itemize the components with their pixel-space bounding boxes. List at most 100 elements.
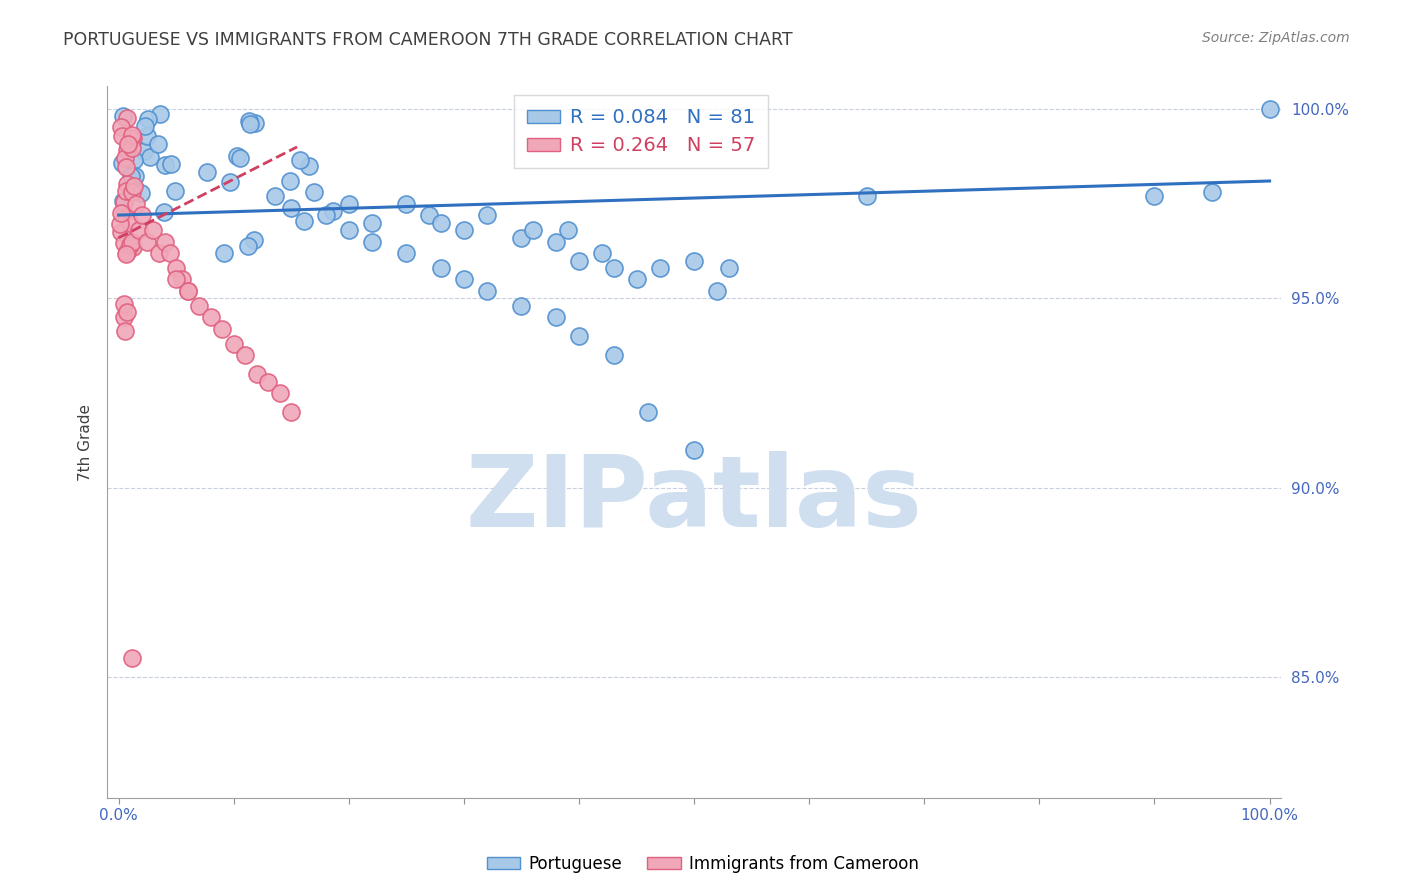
Point xyxy=(131,208,153,222)
Point xyxy=(121,128,143,142)
Point xyxy=(418,208,440,222)
Point xyxy=(683,442,706,457)
Point xyxy=(544,310,567,325)
Point xyxy=(568,329,591,343)
Point xyxy=(544,235,567,249)
Point xyxy=(648,261,671,276)
Point xyxy=(212,245,235,260)
Point xyxy=(121,235,143,249)
Point xyxy=(395,196,418,211)
Point xyxy=(115,178,138,192)
Point xyxy=(717,261,740,276)
Point xyxy=(112,235,135,250)
Point xyxy=(602,348,624,362)
Point xyxy=(149,107,172,121)
Point xyxy=(292,214,315,228)
Point xyxy=(315,208,337,222)
Point xyxy=(211,321,233,335)
Point xyxy=(238,114,260,128)
Point xyxy=(111,194,134,208)
Point xyxy=(602,261,624,276)
Point xyxy=(233,348,256,362)
Point xyxy=(111,156,134,170)
Point xyxy=(112,194,135,209)
Point xyxy=(121,186,143,200)
Point xyxy=(170,272,193,286)
Point xyxy=(264,189,287,203)
Point xyxy=(120,169,142,184)
Point xyxy=(117,305,139,319)
Point xyxy=(148,246,170,260)
Point xyxy=(110,128,132,143)
Point xyxy=(360,216,382,230)
Point xyxy=(246,367,269,381)
Point xyxy=(165,261,187,276)
Legend: Portuguese, Immigrants from Cameroon: Portuguese, Immigrants from Cameroon xyxy=(481,848,925,880)
Point xyxy=(188,299,211,313)
Point xyxy=(146,137,169,152)
Point xyxy=(115,244,138,259)
Point xyxy=(304,186,326,200)
Point xyxy=(152,205,174,219)
Point xyxy=(322,203,344,218)
Point xyxy=(683,253,706,268)
Point xyxy=(337,196,360,211)
Point xyxy=(108,217,131,231)
Point xyxy=(200,310,222,325)
Point xyxy=(177,284,200,298)
Point xyxy=(510,231,533,245)
Point xyxy=(125,196,148,211)
Point xyxy=(453,223,475,237)
Point xyxy=(855,189,877,203)
Point xyxy=(138,150,160,164)
Point xyxy=(114,185,136,199)
Point xyxy=(153,235,176,249)
Y-axis label: 7th Grade: 7th Grade xyxy=(79,404,93,481)
Point xyxy=(430,216,453,230)
Point xyxy=(557,223,579,237)
Point xyxy=(122,153,145,167)
Point xyxy=(337,223,360,237)
Point xyxy=(475,284,498,298)
Point xyxy=(280,201,302,215)
Point xyxy=(132,145,155,159)
Point xyxy=(219,175,242,189)
Point xyxy=(229,151,252,165)
Point xyxy=(1258,102,1281,116)
Point xyxy=(298,160,321,174)
Point xyxy=(1201,186,1223,200)
Point xyxy=(136,235,159,249)
Point xyxy=(522,223,544,237)
Point xyxy=(430,261,453,276)
Point xyxy=(706,284,728,298)
Point xyxy=(153,159,176,173)
Point xyxy=(117,136,139,151)
Point xyxy=(112,206,135,220)
Point xyxy=(226,149,249,163)
Point xyxy=(110,206,132,220)
Point xyxy=(124,169,146,183)
Point xyxy=(121,651,143,665)
Point xyxy=(115,160,138,174)
Point xyxy=(114,324,136,338)
Point xyxy=(163,184,186,198)
Point xyxy=(510,299,533,313)
Point xyxy=(236,238,259,252)
Point xyxy=(110,120,132,134)
Point xyxy=(112,109,135,123)
Point xyxy=(159,246,181,260)
Point xyxy=(280,405,302,419)
Point xyxy=(122,179,145,194)
Point xyxy=(177,284,200,298)
Point xyxy=(122,240,145,254)
Point xyxy=(128,223,150,237)
Point xyxy=(115,111,138,125)
Point xyxy=(122,130,145,145)
Point xyxy=(134,120,156,134)
Point xyxy=(475,208,498,222)
Point xyxy=(114,151,136,165)
Point xyxy=(121,141,143,155)
Point xyxy=(278,174,301,188)
Text: ZIPatlas: ZIPatlas xyxy=(465,450,922,548)
Point xyxy=(112,297,135,311)
